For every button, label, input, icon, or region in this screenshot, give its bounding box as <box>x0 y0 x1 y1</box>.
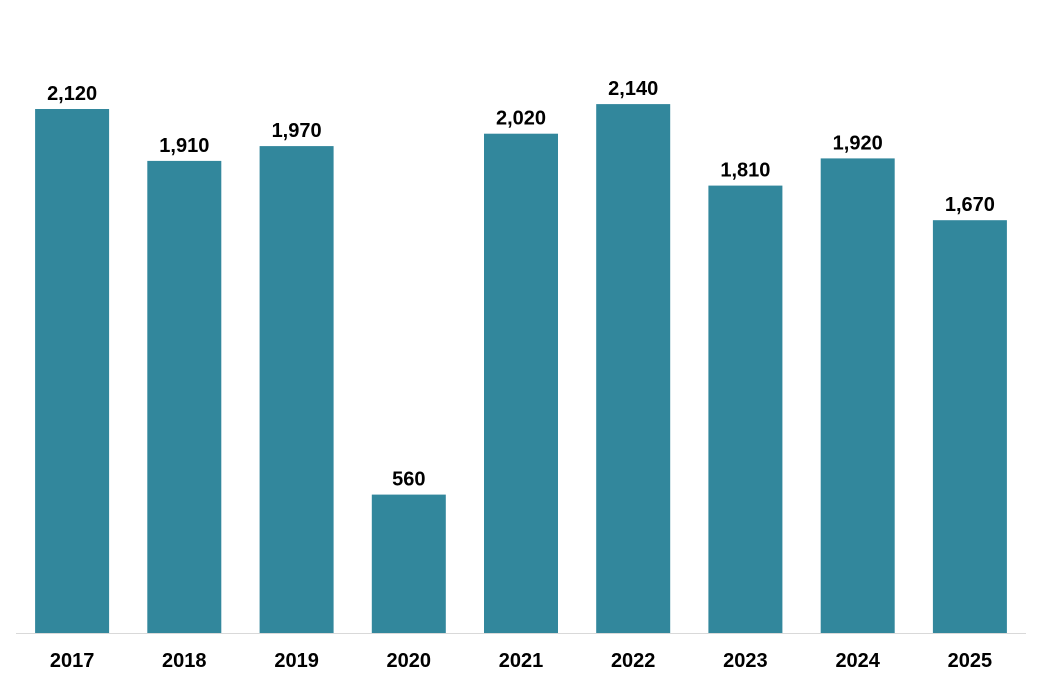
bar-2017 <box>35 109 110 633</box>
value-label-2021: 2,020 <box>496 108 546 130</box>
x-tick-label-2021: 2021 <box>499 650 544 672</box>
bar-2025 <box>932 220 1007 633</box>
value-label-2019: 1,970 <box>272 120 322 142</box>
value-labels-layer: 2,120 1,910 1,970 560 2,020 2,140 1,810 1,920 1,… <box>47 78 995 491</box>
x-tick-label-2025: 2025 <box>948 650 993 672</box>
x-tick-label-2024: 2024 <box>835 650 880 672</box>
bar-2022 <box>596 104 671 634</box>
bar-2019 <box>259 146 334 633</box>
x-tick-label-2020: 2020 <box>387 650 432 672</box>
bar-2024 <box>820 158 895 633</box>
x-tick-label-2019: 2019 <box>274 650 319 672</box>
bar-2023 <box>708 185 783 633</box>
value-label-2020: 560 <box>392 469 425 491</box>
bar-2020 <box>371 494 446 633</box>
value-label-2025: 1,670 <box>945 194 995 216</box>
value-label-2018: 1,910 <box>159 135 209 157</box>
bar-2018 <box>147 160 222 633</box>
x-tick-label-2018: 2018 <box>162 650 207 672</box>
value-label-2017: 2,120 <box>47 83 97 105</box>
x-tick-label-2022: 2022 <box>611 650 656 672</box>
value-label-2024: 1,920 <box>833 132 883 154</box>
value-label-2022: 2,140 <box>608 78 658 100</box>
bars-layer <box>35 104 1007 634</box>
value-label-2023: 1,810 <box>720 160 770 182</box>
bar-2021 <box>484 133 558 633</box>
x-tick-label-2017: 2017 <box>50 650 95 672</box>
x-tick-label-2023: 2023 <box>723 650 768 672</box>
x-tick-labels: 2017 2018 2019 2020 2021 2022 2023 2024 2025 <box>50 650 992 672</box>
